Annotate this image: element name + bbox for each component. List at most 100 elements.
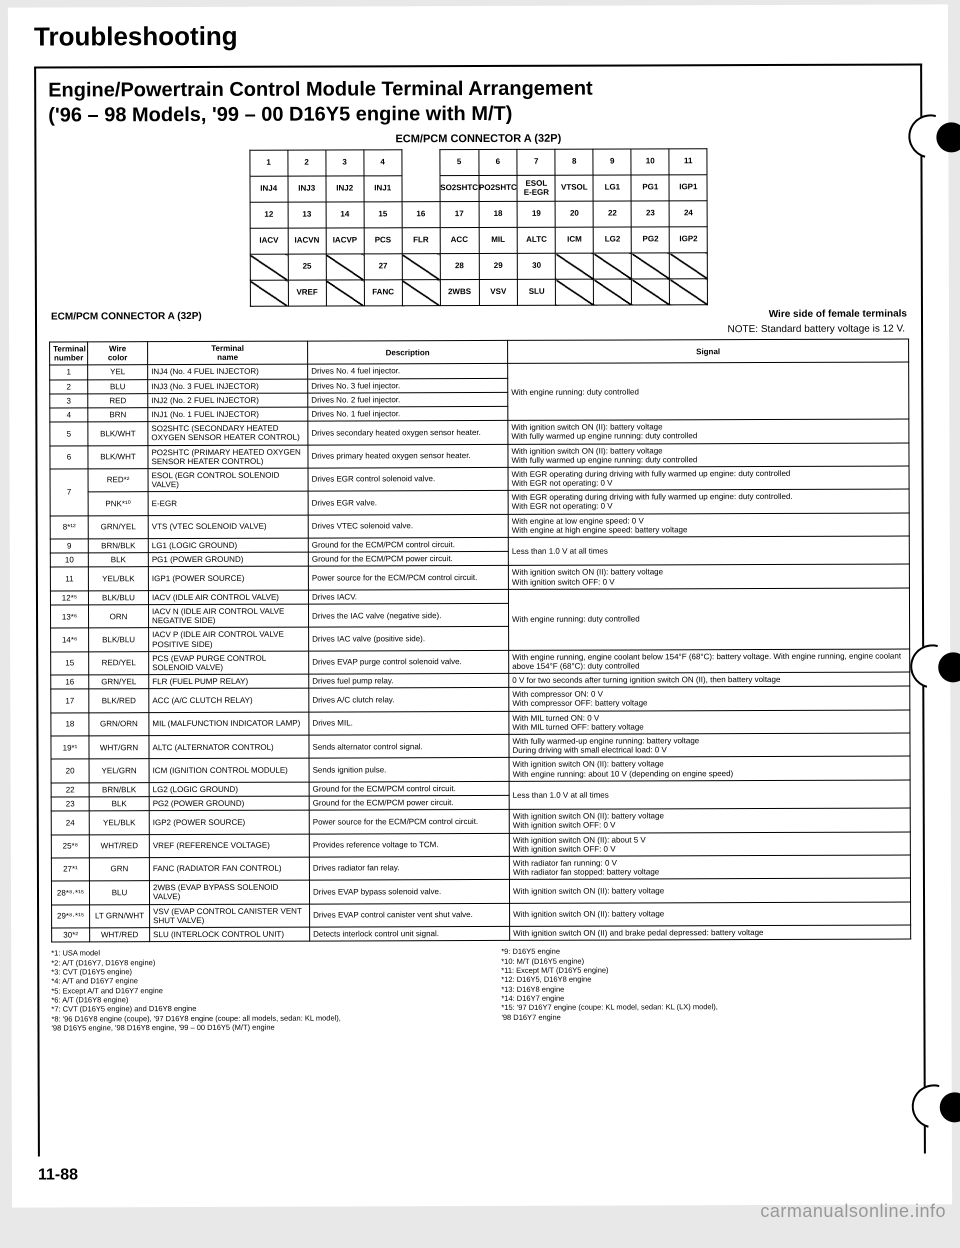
cell-description: Drives No. 1 fuel injector. <box>308 406 508 421</box>
connector-cell: 18 <box>479 201 518 227</box>
connector-cell: 5 <box>440 150 479 176</box>
cell-description: Ground for the ECM/PCM control circuit. <box>309 781 509 796</box>
connector-cell <box>402 254 440 280</box>
cell-signal: With fully warmed-up engine running: bat… <box>509 733 910 758</box>
cell-description: Ground for the ECM/PCM power circuit. <box>309 795 509 810</box>
table-header-row: Terminalnumber Wirecolor Terminalname De… <box>50 339 909 365</box>
cell-terminal-name: INJ3 (No. 3 FUEL INJECTOR) <box>148 379 308 394</box>
connector-cell: VTSOL <box>555 175 593 201</box>
cell-terminal-number: 9 <box>50 539 88 553</box>
connector-cell: IGP2 <box>669 227 707 253</box>
cell-description: Provides reference voltage to TCM. <box>309 833 509 857</box>
connector-cell: 8 <box>555 149 593 175</box>
page-number: 11-88 <box>38 1163 926 1184</box>
cell-wire-color: GRN/YEL <box>88 515 148 539</box>
connector-cell: 12 <box>250 202 288 228</box>
cell-description: Ground for the ECM/PCM power circuit. <box>308 552 508 567</box>
cell-terminal-number: 5 <box>50 422 88 446</box>
connector-cell: VREF <box>288 280 326 306</box>
cell-terminal-number: 12*⁵ <box>50 591 88 605</box>
cell-description: Drives A/C clutch relay. <box>309 688 509 712</box>
connector-cell <box>326 254 364 280</box>
cell-terminal-name: ICM (IGNITION CONTROL MODULE) <box>149 758 309 782</box>
watermark: carmanualsonline.info <box>760 1201 946 1222</box>
cell-wire-color: YEL/GRN <box>89 759 149 783</box>
cell-signal: With EGR operating during driving with f… <box>508 489 909 514</box>
connector-cell: ESOLE-EGR <box>517 175 555 201</box>
cell-terminal-number: 7 <box>50 469 88 516</box>
connector-cell: IACVN <box>288 228 326 254</box>
footnotes: *1: USA model*2: A/T (D16Y7, D16Y8 engin… <box>51 946 911 1033</box>
cell-signal: With ignition switch ON (II): about 5 VW… <box>509 831 910 856</box>
connector-cell: 2WBS <box>440 280 479 306</box>
connector-cell: 15 <box>364 202 402 228</box>
cell-wire-color: YEL/BLK <box>89 811 149 835</box>
cell-signal: With ignition switch ON (II) and brake p… <box>510 925 911 941</box>
connector-cell: PG2 <box>631 227 669 253</box>
connector-cell <box>670 253 708 279</box>
connector-cell: 29 <box>479 253 518 279</box>
connector-cell: 27 <box>364 254 402 280</box>
table-row: 18GRN/ORNMIL (MALFUNCTION INDICATOR LAMP… <box>51 710 910 736</box>
cell-signal: With radiator fan running: 0 VWith radia… <box>509 855 910 880</box>
table-row: 25*⁸WHT/REDVREF (REFERENCE VOLTAGE)Provi… <box>51 831 910 857</box>
cell-description: Drives MIL. <box>309 711 509 735</box>
table-row: 30*²WHT/REDSLU (INTERLOCK CONTROL UNIT)D… <box>52 925 911 942</box>
cell-description: Drives the IAC valve (negative side). <box>308 603 508 627</box>
cell-description: Sends alternator control signal. <box>309 734 509 758</box>
connector-cell: 10 <box>631 149 669 175</box>
connector-cell: FANC <box>364 280 402 306</box>
subtitle-line-1: Engine/Powertrain Control Module Termina… <box>48 78 593 102</box>
cell-description: Drives No. 3 fuel injector. <box>308 378 508 393</box>
cell-wire-color: BLK/RED <box>89 689 149 713</box>
voltage-note: NOTE: Standard battery voltage is 12 V. <box>49 324 909 338</box>
cell-terminal-name: VTS (VTEC SOLENOID VALVE) <box>148 515 308 539</box>
connector-cell: 24 <box>669 201 707 227</box>
cell-terminal-name: LG2 (LOGIC GROUND) <box>149 782 309 797</box>
connector-cell: MIL <box>479 227 518 253</box>
content-frame: Engine/Powertrain Control Module Termina… <box>34 63 926 1156</box>
cell-terminal-name: ACC (A/C CLUTCH RELAY) <box>149 688 309 712</box>
connector-cell <box>632 279 670 305</box>
connector-cell <box>632 253 670 279</box>
cell-terminal-number: 10 <box>50 553 88 567</box>
table-row: 20YEL/GRNICM (IGNITION CONTROL MODULE)Se… <box>51 756 910 782</box>
cell-terminal-number: 1 <box>50 365 88 379</box>
cell-terminal-number: 4 <box>50 408 88 422</box>
th-description: Description <box>308 340 508 364</box>
connector-cell <box>556 279 594 305</box>
cell-description: Drives No. 4 fuel injector. <box>308 364 508 379</box>
cell-description: Drives EVAP bypass solenoid valve. <box>309 880 509 904</box>
table-row: 27*¹GRNFANC (RADIATOR FAN CONTROL)Drives… <box>51 855 910 881</box>
section-title: Engine/Powertrain Control Module Termina… <box>48 76 908 129</box>
connector-cell <box>594 279 632 305</box>
cell-description: Drives fuel pump relay. <box>309 673 509 688</box>
cell-terminal-name: FANC (RADIATOR FAN CONTROL) <box>149 857 309 881</box>
cell-wire-color: BLK/WHT <box>88 445 148 469</box>
table-row: 7RED*²ESOL (EGR CONTROL SOLENOID VALVE)D… <box>50 466 909 492</box>
cell-wire-color: RED*² <box>88 469 148 493</box>
footnotes-left: *1: USA model*2: A/T (D16Y7, D16Y8 engin… <box>51 947 461 1033</box>
connector-cell: 17 <box>440 202 479 228</box>
cell-wire-color: WHT/GRN <box>89 736 149 760</box>
cell-terminal-name: LG1 (LOGIC GROUND) <box>148 538 308 553</box>
connector-cell: 28 <box>440 254 479 280</box>
cell-wire-color: GRN/YEL <box>89 675 149 689</box>
cell-wire-color: BLK/BLU <box>89 628 149 652</box>
cell-description: Drives No. 2 fuel injector. <box>308 392 508 407</box>
cell-wire-color: BLU <box>89 881 149 905</box>
cell-terminal-name: INJ4 (No. 4 FUEL INJECTOR) <box>148 364 308 379</box>
connector-cell: PG1 <box>631 175 669 201</box>
th-wire-color: Wirecolor <box>88 342 148 366</box>
table-row: 6BLK/WHTPO2SHTC (PRIMARY HEATED OXYGEN S… <box>50 443 909 469</box>
connector-cell: IGP1 <box>669 175 707 201</box>
table-row: PNK*¹⁰E-EGRDrives EGR valve.With EGR ope… <box>50 489 909 515</box>
table-row: 29*⁸·*¹⁵LT GRN/WHTVSV (EVAP CONTROL CANI… <box>52 902 911 928</box>
cell-description: Drives IAC valve (positive side). <box>309 627 509 651</box>
cell-signal: Less than 1.0 V at all times <box>509 780 910 810</box>
table-row: 11YEL/BLKIGP1 (POWER SOURCE)Power source… <box>50 564 909 590</box>
cell-terminal-name: IACV P (IDLE AIR CONTROL VALVE POSITIVE … <box>149 627 309 651</box>
cell-terminal-number: 15 <box>51 652 89 676</box>
cell-wire-color: LT GRN/WHT <box>90 904 150 928</box>
cell-signal: With ignition switch ON (II): battery vo… <box>508 564 909 589</box>
